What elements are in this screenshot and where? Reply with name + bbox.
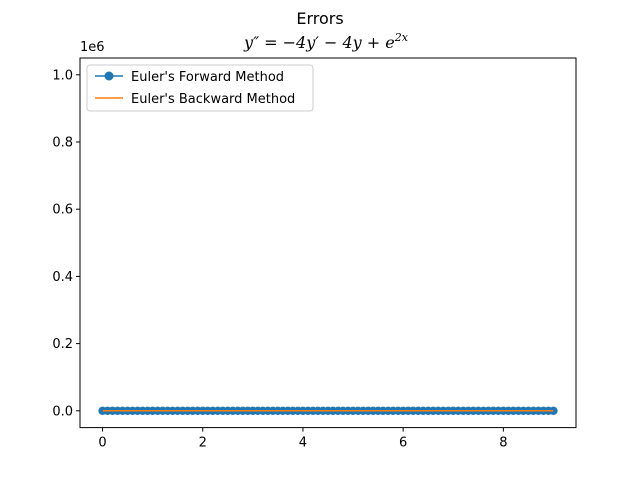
y-axis-offset-label: 1e6 <box>80 40 105 55</box>
y-axis: 0.0 0.2 0.4 0.6 0.8 1.0 <box>52 68 80 419</box>
series-layer <box>98 406 558 415</box>
chart-subtitle: y″ = −4y′ − 4y + e2x <box>243 31 409 52</box>
legend-box <box>86 64 314 112</box>
x-tick-label: 8 <box>499 436 507 451</box>
chart-title: Errors <box>296 9 343 28</box>
x-tick-label: 6 <box>399 436 407 451</box>
x-tick-label: 2 <box>199 436 207 451</box>
axes-frame <box>79 57 577 429</box>
x-tick-label: 0 <box>98 436 106 451</box>
y-tick-label: 0.2 <box>52 337 73 352</box>
chart-subtitle-main: y″ = −4y′ − 4y + e <box>243 33 395 52</box>
y-tick-label: 0.6 <box>52 203 73 218</box>
y-tick-label: 0.8 <box>52 136 73 151</box>
chart-subtitle-superscript: 2x <box>394 31 409 44</box>
y-tick-label: 1.0 <box>52 68 73 83</box>
legend-forward-marker <box>104 71 114 81</box>
y-tick-label: 0.4 <box>52 270 73 285</box>
legend-forward-label: Euler's Forward Method <box>131 70 284 85</box>
legend-backward-label: Euler's Backward Method <box>131 92 295 107</box>
plot-area <box>98 406 558 415</box>
x-tick-label: 4 <box>299 436 307 451</box>
y-tick-label: 0.0 <box>52 404 73 419</box>
x-axis: 0 2 4 6 8 <box>98 427 507 451</box>
legend: Euler's Forward Method Euler's Backward … <box>86 64 314 112</box>
